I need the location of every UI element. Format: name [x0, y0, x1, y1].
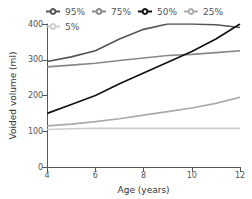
- svg-text:100: 100: [28, 127, 43, 136]
- svg-text:25%: 25%: [203, 7, 223, 17]
- svg-text:400: 400: [28, 20, 43, 29]
- svg-text:12: 12: [235, 171, 245, 180]
- svg-text:5%: 5%: [65, 22, 80, 32]
- svg-text:0: 0: [38, 163, 43, 172]
- svg-text:10: 10: [187, 171, 197, 180]
- svg-text:95%: 95%: [65, 7, 85, 17]
- svg-text:8: 8: [141, 171, 146, 180]
- svg-text:Age (years): Age (years): [118, 185, 170, 195]
- svg-text:Voided volume (ml): Voided volume (ml): [8, 52, 18, 140]
- svg-text:6: 6: [93, 171, 98, 180]
- svg-text:4: 4: [45, 171, 50, 180]
- svg-text:75%: 75%: [111, 7, 131, 17]
- svg-text:300: 300: [28, 55, 43, 64]
- svg-text:200: 200: [28, 91, 43, 100]
- svg-text:50%: 50%: [157, 7, 177, 17]
